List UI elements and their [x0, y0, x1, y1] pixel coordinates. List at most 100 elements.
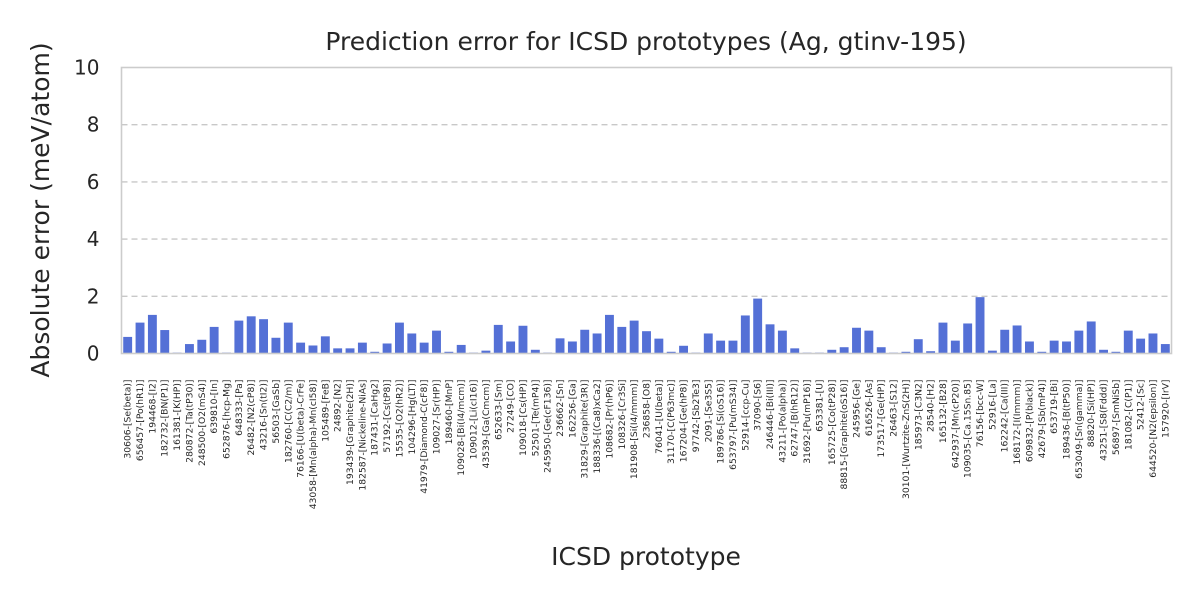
- x-tick-label: 2091-[Se3S5]: [703, 380, 714, 443]
- bar: [642, 331, 651, 354]
- bar: [654, 338, 664, 354]
- x-tick-label: 109028-[Bi(I4/mcm)]: [456, 380, 467, 476]
- bar: [1074, 330, 1084, 354]
- bar: [135, 322, 145, 354]
- x-tick-label: 642937-[Mn(cP20)]: [950, 380, 961, 469]
- bar: [370, 351, 380, 354]
- x-tick-label: 108682-[Pr(hP6)]: [604, 380, 615, 459]
- y-tick-label: 10: [74, 56, 99, 80]
- x-axis-label: ICSD prototype: [551, 542, 741, 571]
- bar: [963, 323, 973, 354]
- x-tick-label: 616526-[As]: [864, 380, 875, 437]
- bar: [333, 348, 343, 354]
- bar: [209, 326, 219, 354]
- x-tick-label: 109018-[Cs(HP)]: [518, 380, 529, 456]
- x-tick-label: 187431-[CaHg2]: [370, 380, 381, 456]
- x-tick-label: 162256-[Ga]: [567, 380, 578, 438]
- x-tick-label: 236858-[O8]: [642, 380, 653, 439]
- x-tick-label: 52412-[Sc]: [1136, 380, 1147, 431]
- y-tick-label: 8: [87, 113, 100, 137]
- bar: [777, 330, 787, 354]
- x-tick-label: 653719-[Bi]: [1049, 380, 1060, 434]
- x-tick-label: 609832-[P(black)]: [1024, 380, 1035, 463]
- x-tick-label: 52916-[La]: [987, 380, 998, 430]
- bar: [580, 329, 590, 354]
- gridlines: [121, 123, 1172, 297]
- x-tick-label: 31170-[C(P63mc)]: [666, 380, 677, 465]
- x-tick-label: 43216-[Sn(tI2)]: [259, 380, 270, 451]
- x-tick-label: 43211-[Po(alpha)]: [777, 380, 788, 463]
- x-tick-label: 168172-[I(Immm)]: [1012, 380, 1023, 465]
- bar: [432, 330, 441, 354]
- bar: [345, 348, 355, 354]
- bar: [1160, 344, 1170, 354]
- x-tick-label: 181082-[C(P1)]: [1123, 380, 1134, 451]
- bar: [740, 315, 750, 354]
- bar: [518, 325, 528, 354]
- y-tick-label: 6: [87, 170, 100, 194]
- x-tick-label: 27249-[CO]: [506, 380, 517, 433]
- x-tick-label: 245956-[Ge]: [852, 380, 863, 438]
- y-tick-label: 2: [87, 284, 100, 308]
- x-tick-label: 26463-[S12]: [889, 380, 900, 437]
- bar: [975, 297, 985, 354]
- bar: [765, 324, 775, 354]
- x-tick-label: 280872-[Ta(tP30)]: [184, 380, 195, 463]
- bar: [950, 340, 960, 354]
- bar: [728, 340, 738, 354]
- bar: [987, 350, 997, 354]
- x-tick-label: 104296-[Hg(LT)]: [407, 380, 418, 455]
- x-tick-label: 194468-[I2]: [147, 380, 158, 434]
- bars: [123, 297, 1170, 354]
- bar: [864, 330, 874, 354]
- x-tick-label: 76166-[U(beta)-CrFe]: [296, 380, 307, 478]
- bar: [123, 336, 133, 354]
- x-tick-label: 167204-[Ge(hP8)]: [679, 380, 690, 463]
- x-tick-label: 88820-[Si(HP)]: [1086, 380, 1097, 448]
- x-tick-label: 182732-[BN(P1)]: [160, 380, 171, 457]
- bar: [617, 326, 627, 354]
- bar: [1049, 340, 1059, 354]
- bar: [592, 333, 602, 354]
- x-tick-label: 88815-[Graphite(oS16)]: [839, 380, 850, 490]
- x-tick-label: 62747-[B(hR12)]: [790, 380, 801, 457]
- x-tick-label: 652876-[hcp-Mg]: [222, 380, 233, 459]
- x-tick-label: 26482-[N2(cP8)]: [246, 380, 257, 456]
- x-tick-label: 30101-[Wurtzite-ZnS(2H)]: [901, 380, 912, 500]
- x-tick-label: 41979-[Diamond-C(cF8)]: [419, 380, 430, 494]
- bar: [357, 342, 367, 354]
- x-tick-label: 109012-[Li(cI16)]: [469, 380, 480, 460]
- x-tick-label: 105489-[FeB]: [320, 380, 331, 442]
- bar: [160, 330, 170, 354]
- y-axis-label: Absolute error (meV/atom): [26, 42, 55, 377]
- x-tick-labels: 30606-[Se(beta)] 656457-[Po(hR1)] 194468-[…: [123, 380, 1172, 510]
- chart-title: Prediction error for ICSD prototypes (Ag…: [325, 27, 966, 56]
- bar: [481, 350, 491, 354]
- bar: [827, 349, 837, 354]
- bar: [1136, 338, 1146, 354]
- bar: [1099, 349, 1109, 354]
- bar: [753, 298, 763, 354]
- x-tick-label: 644520-[N2(epsilon)]: [1148, 380, 1159, 478]
- bar: [184, 344, 194, 354]
- x-tick-label: 165132-[B28]: [938, 380, 949, 444]
- x-tick-label: 648333-[Pa]: [234, 380, 245, 436]
- bar: [1123, 330, 1133, 354]
- bar: [790, 348, 800, 354]
- bar: [629, 320, 639, 354]
- x-tick-label: 30606-[Se(beta)]: [123, 380, 134, 459]
- x-tick-label: 76041-[U(beta)]: [654, 380, 665, 454]
- bar: [493, 324, 503, 354]
- x-tick-label: 652633-[Sm]: [493, 380, 504, 440]
- bar: [703, 333, 713, 354]
- bar: [938, 322, 948, 354]
- bar: [382, 343, 392, 354]
- x-tick-label: 31692-[Pu(mP16)]: [802, 380, 813, 464]
- x-tick-label: 31829-[Graphite(3R)]: [580, 380, 591, 479]
- x-tick-label: 24892-[N2]: [333, 380, 344, 432]
- bar: [604, 314, 614, 354]
- x-tick-label: 28540-[H2]: [926, 380, 937, 432]
- bar: [308, 345, 318, 354]
- bar: [394, 322, 404, 354]
- bar: [679, 345, 689, 354]
